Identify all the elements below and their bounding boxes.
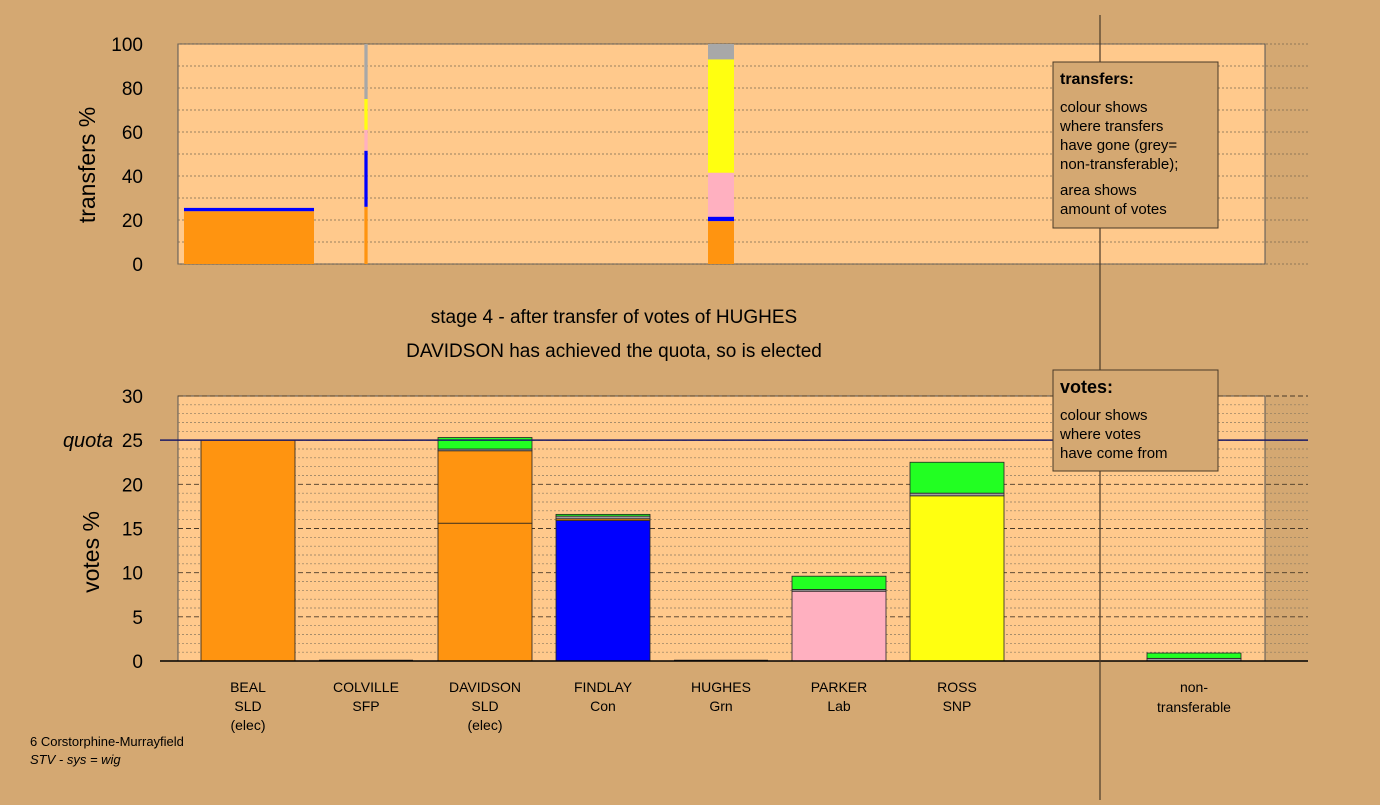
candidate-label: Con: [590, 698, 616, 714]
transfers-legend-line: area shows: [1060, 182, 1137, 199]
votes-bar-segment: [437, 437, 533, 450]
votes-bar-segment: [1146, 652, 1242, 659]
transfers-bar-segment: [708, 59, 734, 173]
votes-legend-title: votes:: [1060, 377, 1113, 397]
votes-bars: [200, 437, 1242, 662]
transfers-y-tick-label: 80: [122, 79, 143, 100]
candidate-label: (elec): [230, 717, 265, 733]
transfers-y-tick-label: 0: [132, 255, 143, 276]
votes-y-tick-label: 25: [122, 431, 143, 452]
transfers-legend-title: transfers:: [1060, 71, 1134, 88]
transfers-bar-segment: [184, 211, 314, 264]
votes-bar-segment: [200, 439, 296, 662]
candidate-labels: BEAL SLD (elec) COLVILLE SFP DAVIDSON SLD (elec…: [230, 679, 977, 733]
transfers-legend-line: colour shows: [1060, 99, 1148, 116]
transfers-bars: [184, 44, 734, 264]
transfers-y-tick-label: 20: [122, 211, 143, 232]
stage-subtitle: DAVIDSON has achieved the quota, so is e…: [406, 341, 822, 362]
transfers-legend-line: non-transferable);: [1060, 156, 1178, 173]
transfers-legend: transfers: colour shows where transfers …: [1052, 61, 1219, 229]
system-label: STV - sys = wig: [30, 752, 121, 767]
transfers-bar-segment: [364, 129, 368, 151]
transfers-bar-segment: [708, 44, 734, 60]
non-transferable-label-line-1: non-: [1180, 679, 1208, 695]
transfers-y-tick-label: 100: [111, 35, 143, 56]
votes-y-tick-label: 10: [122, 564, 143, 585]
candidate-label: Lab: [827, 698, 851, 714]
candidate-label: Grn: [709, 698, 732, 714]
votes-y-tick-label: 20: [122, 475, 143, 496]
non-transferable-label-line-2: transferable: [1157, 699, 1231, 715]
votes-bar-segment: [791, 590, 887, 662]
votes-bar-segment: [437, 450, 533, 524]
votes-legend-line: have come from: [1060, 445, 1168, 462]
candidate-label: DAVIDSON: [449, 679, 521, 695]
votes-y-axis-label: votes %: [78, 511, 104, 593]
votes-y-tick-label: 30: [122, 387, 143, 408]
transfers-bar-segment: [708, 216, 734, 222]
candidate-label: SFP: [352, 698, 379, 714]
candidate-label: ROSS: [937, 679, 977, 695]
votes-bar-segment: [909, 461, 1005, 494]
votes-bar-segment: [555, 513, 651, 517]
transfers-bar-segment: [364, 150, 368, 207]
transfers-bar-segment: [708, 172, 734, 217]
transfers-y-axis-label: transfers %: [74, 107, 100, 223]
votes-y-ticks: 0 5 10 15 20 25 30: [122, 387, 143, 673]
constituency-label: 6 Corstorphine-Murrayfield: [30, 734, 184, 749]
candidate-label: SLD: [234, 698, 261, 714]
votes-y-tick-label: 15: [122, 520, 143, 541]
votes-y-tick-label: 5: [132, 608, 143, 629]
transfers-bar-segment: [364, 206, 368, 264]
transfers-bar-segment: [364, 99, 368, 130]
votes-y-tick-label: 0: [132, 652, 143, 673]
transfers-bar-segment: [364, 44, 368, 99]
candidate-label: FINDLAY: [574, 679, 633, 695]
transfers-y-tick-label: 40: [122, 167, 143, 188]
votes-bar-segment: [791, 575, 887, 590]
transfers-legend-box: [1052, 61, 1219, 229]
candidate-label: (elec): [467, 717, 502, 733]
transfers-legend-line: amount of votes: [1060, 201, 1167, 218]
transfers-legend-line: have gone (grey=: [1060, 137, 1177, 154]
candidate-label: BEAL: [230, 679, 266, 695]
candidate-label: SLD: [471, 698, 498, 714]
votes-legend-line: colour shows: [1060, 407, 1148, 424]
votes-bar-segment: [555, 520, 651, 662]
transfers-y-ticks: 0 20 40 60 80 100: [111, 35, 143, 276]
votes-bar-segment: [437, 522, 533, 662]
votes-legend-line: where votes: [1059, 426, 1141, 443]
candidate-label: HUGHES: [691, 679, 751, 695]
candidate-label: PARKER: [811, 679, 868, 695]
votes-bar-segment: [909, 495, 1005, 662]
transfers-bar-segment: [708, 221, 734, 264]
transfers-bar-segment: [184, 207, 314, 212]
votes-legend-box: [1052, 369, 1219, 472]
transfers-y-tick-label: 60: [122, 123, 143, 144]
votes-legend: votes: colour shows where votes have com…: [1052, 369, 1219, 472]
quota-label: quota: [63, 430, 113, 452]
candidate-label: SNP: [943, 698, 972, 714]
transfers-legend-line: where transfers: [1059, 118, 1163, 135]
stage-title: stage 4 - after transfer of votes of HUG…: [431, 307, 797, 328]
candidate-label: COLVILLE: [333, 679, 399, 695]
